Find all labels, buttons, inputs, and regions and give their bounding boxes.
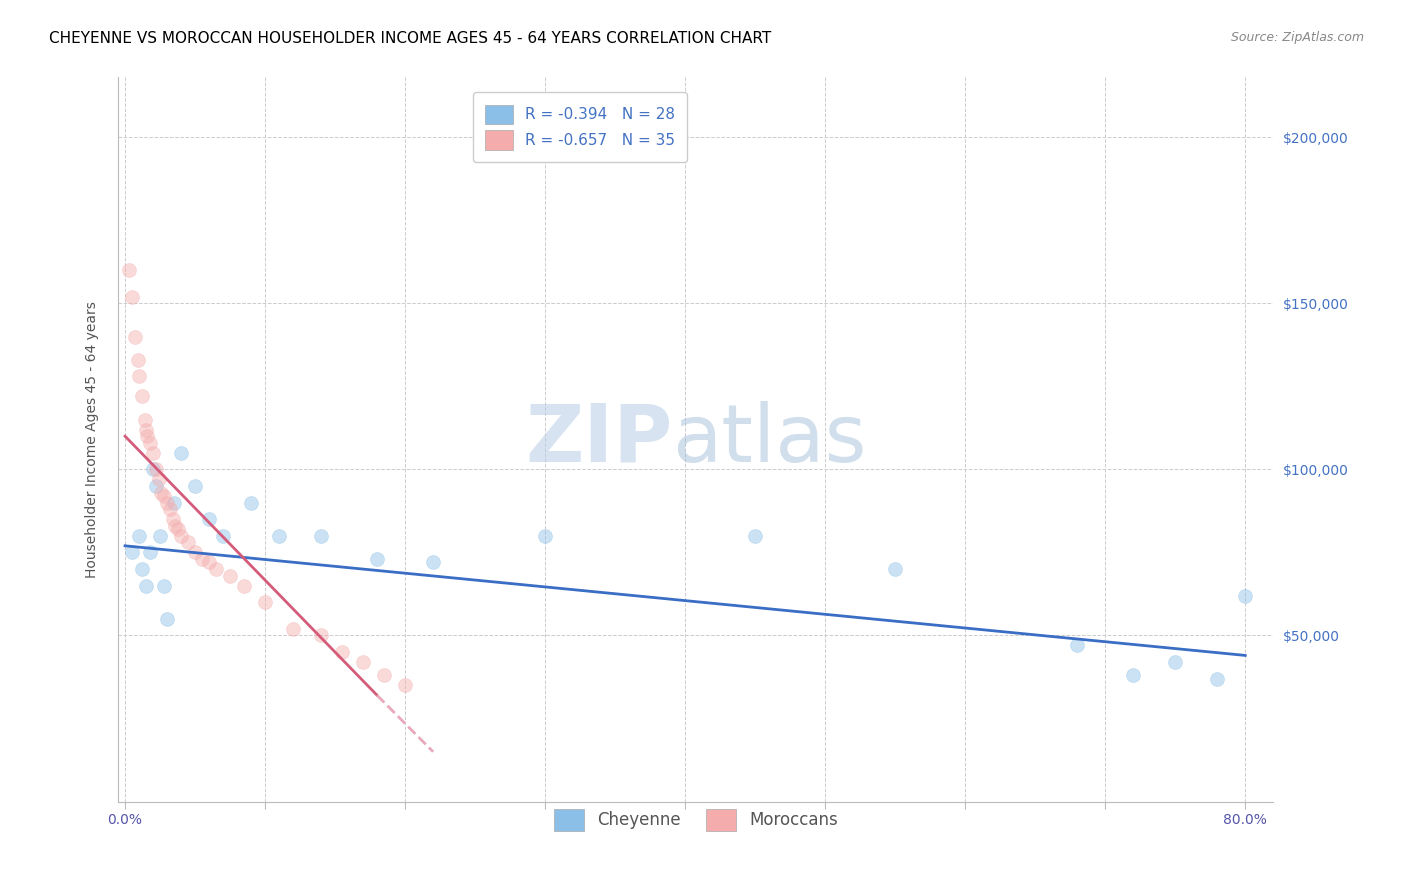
Point (373, 668, 395, 682)
Point (156, 612, 179, 626)
Point (127, 352, 149, 367)
Point (134, 412, 156, 426)
Point (131, 562, 153, 576)
Point (139, 435, 162, 450)
Point (1066, 639, 1088, 653)
Point (162, 512, 184, 526)
Point (281, 622, 304, 636)
Point (1206, 672, 1229, 686)
Point (198, 556, 221, 570)
Point (156, 495, 179, 509)
Point (135, 579, 157, 593)
Point (184, 479, 207, 493)
Point (121, 545, 143, 559)
Point (153, 579, 176, 593)
Point (145, 462, 167, 476)
Text: Source: ZipAtlas.com: Source: ZipAtlas.com (1230, 31, 1364, 45)
Point (121, 290, 143, 304)
Point (233, 579, 256, 593)
Point (191, 552, 214, 566)
Point (366, 552, 388, 566)
Point (267, 529, 290, 543)
Legend: Cheyenne, Moroccans: Cheyenne, Moroccans (540, 796, 851, 844)
Point (1234, 589, 1257, 603)
Point (254, 595, 277, 609)
Point (330, 645, 353, 659)
Point (149, 529, 172, 543)
Point (394, 678, 416, 692)
Point (1122, 668, 1144, 682)
Point (205, 562, 228, 576)
Point (128, 369, 150, 384)
Point (884, 562, 907, 576)
Point (352, 655, 374, 669)
Point (177, 535, 200, 549)
Point (163, 495, 186, 509)
Point (148, 472, 170, 486)
Point (124, 329, 146, 343)
Point (145, 479, 167, 493)
Point (198, 512, 221, 526)
Point (167, 522, 190, 536)
Point (135, 423, 157, 437)
Point (136, 429, 159, 443)
Point (170, 446, 193, 460)
Point (170, 529, 193, 543)
Point (159, 502, 181, 516)
Point (142, 446, 165, 460)
Point (139, 545, 162, 559)
Point (219, 568, 242, 582)
Point (309, 529, 332, 543)
Point (184, 545, 207, 559)
Text: atlas: atlas (672, 401, 868, 478)
Point (212, 529, 235, 543)
Point (165, 519, 187, 533)
Point (422, 556, 444, 570)
Text: ZIP: ZIP (526, 401, 672, 478)
Point (131, 389, 153, 403)
Point (128, 529, 150, 543)
Point (744, 529, 766, 543)
Point (142, 462, 165, 476)
Y-axis label: Householder Income Ages 45 - 64 years: Householder Income Ages 45 - 64 years (86, 301, 100, 578)
Point (240, 495, 263, 509)
Point (153, 489, 176, 503)
Text: CHEYENNE VS MOROCCAN HOUSEHOLDER INCOME AGES 45 - 64 YEARS CORRELATION CHART: CHEYENNE VS MOROCCAN HOUSEHOLDER INCOME … (49, 31, 772, 46)
Point (309, 628, 332, 642)
Point (150, 485, 173, 500)
Point (534, 529, 557, 543)
Point (118, 263, 141, 277)
Point (1164, 655, 1187, 669)
